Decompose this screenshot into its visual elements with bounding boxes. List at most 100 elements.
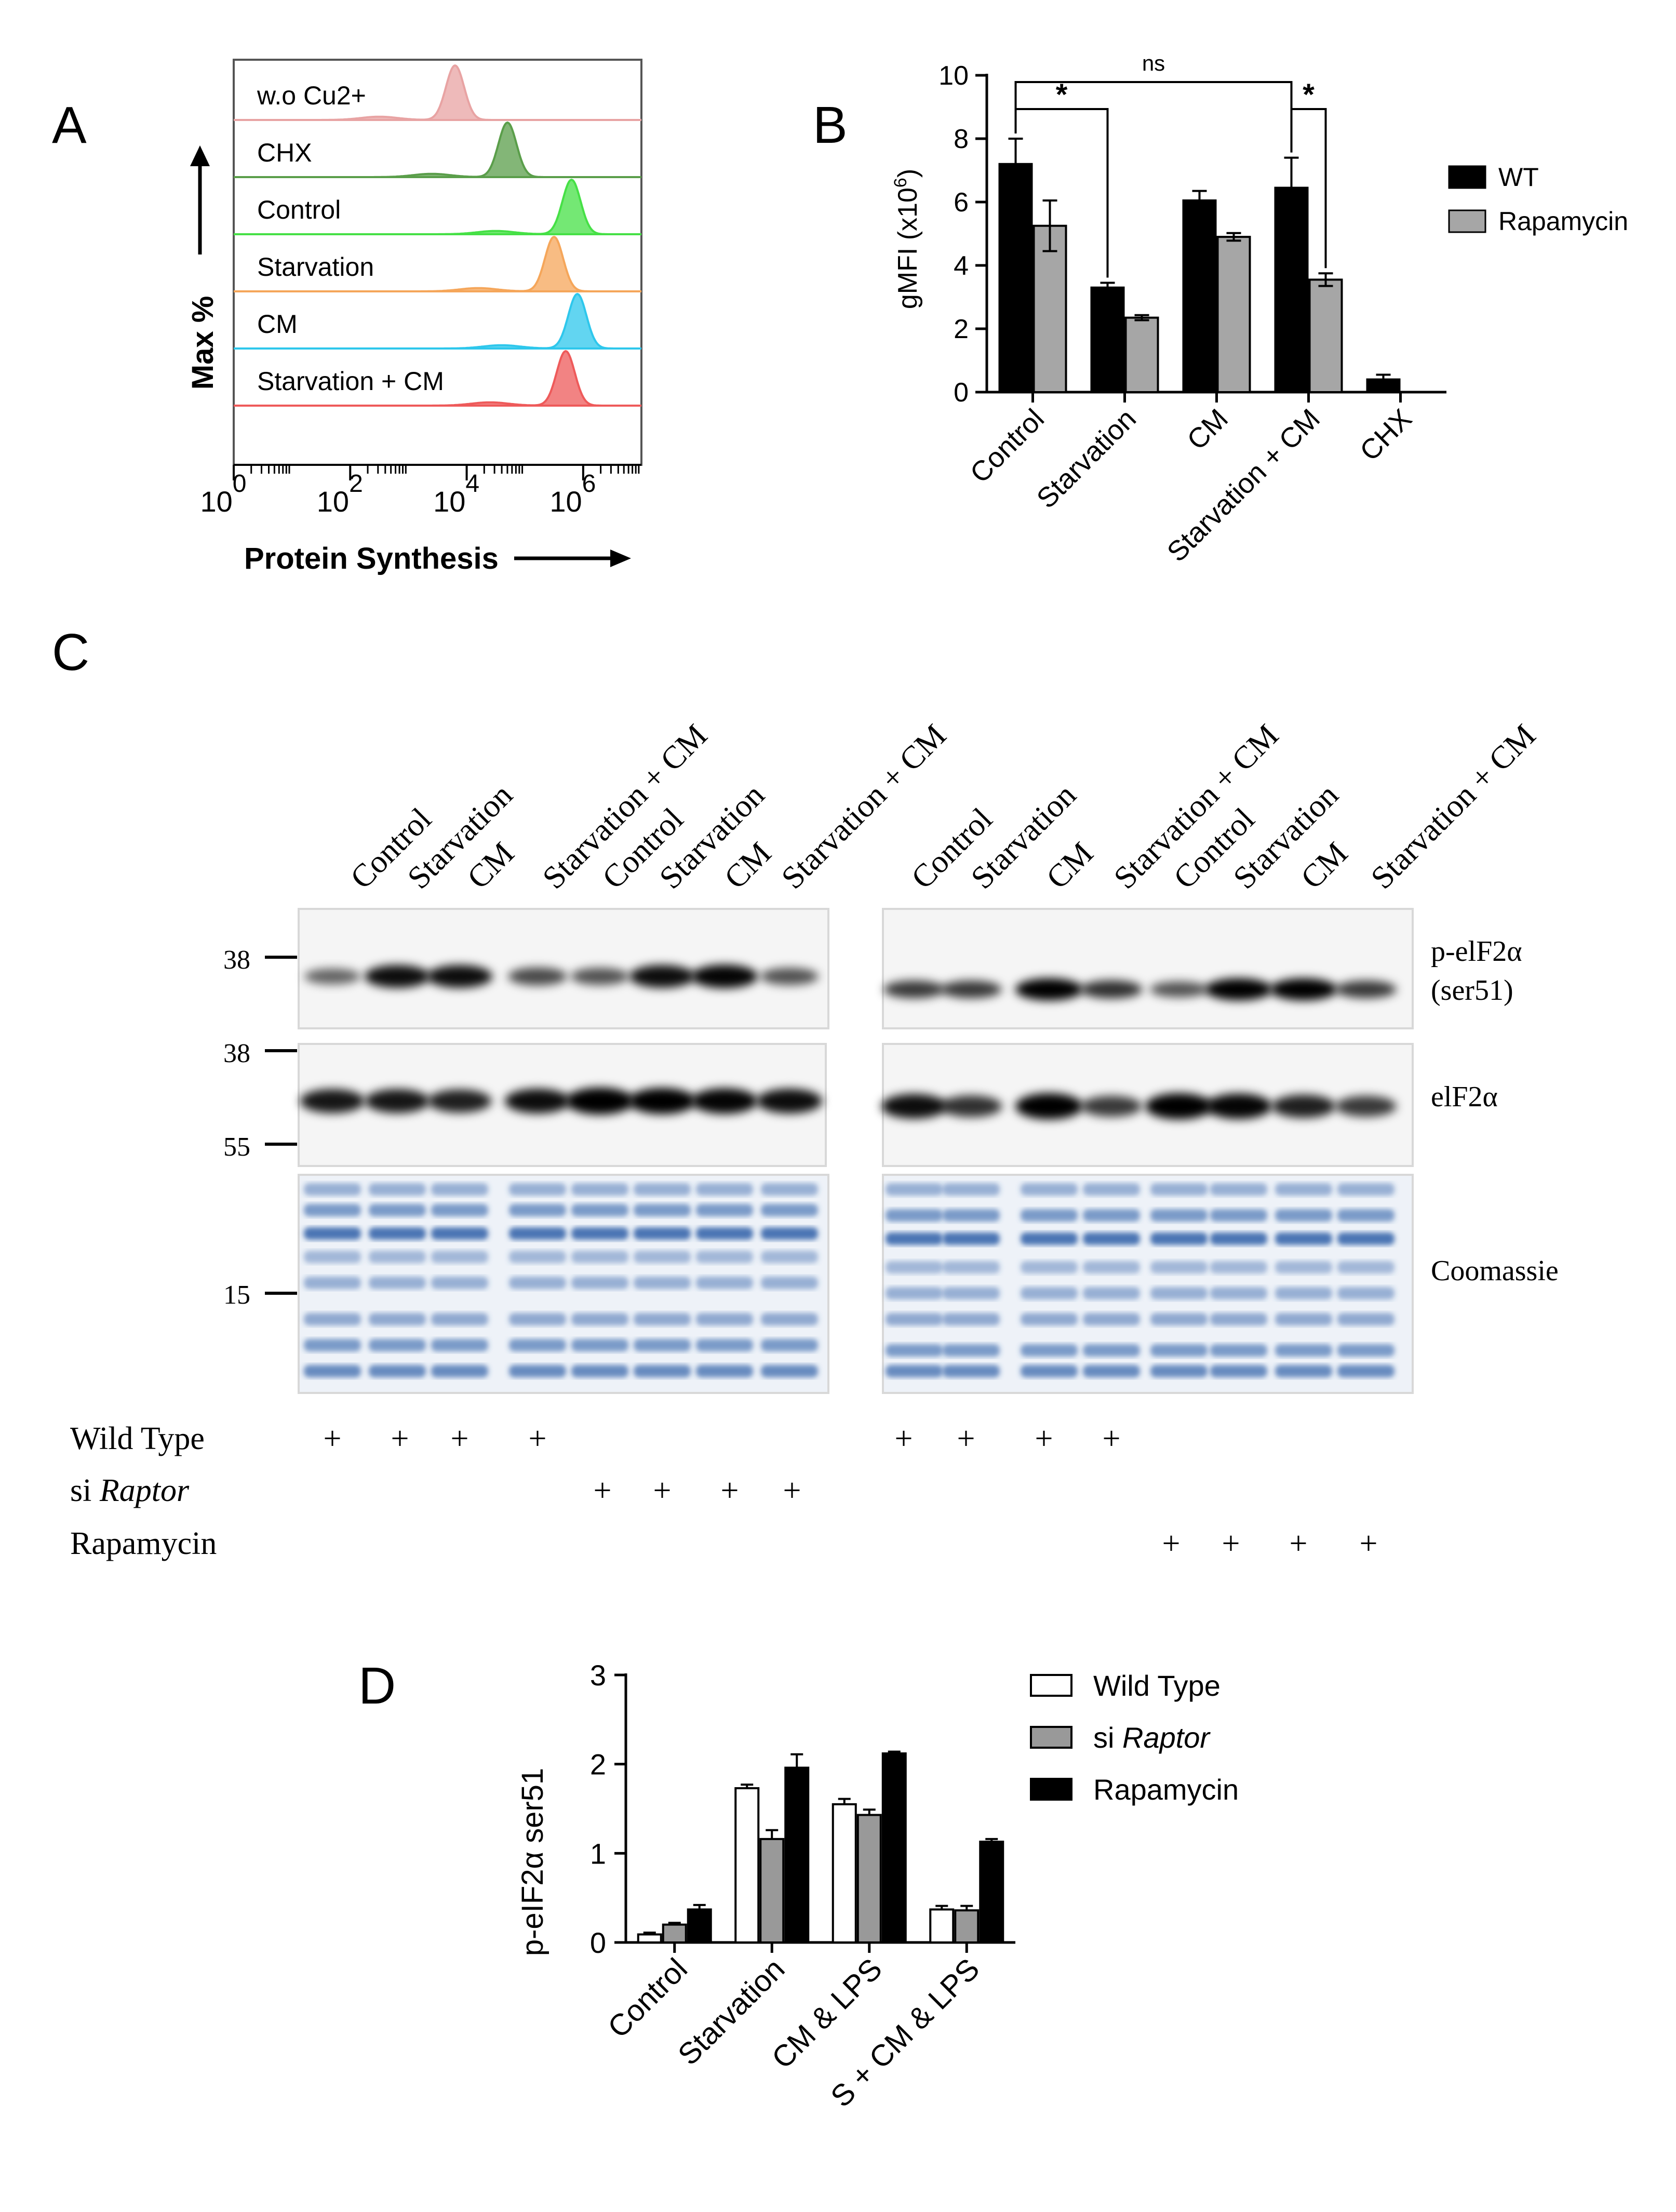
coomassie-band bbox=[571, 1251, 628, 1263]
coomassie-band bbox=[571, 1313, 628, 1325]
legend-swatch bbox=[1030, 1778, 1072, 1801]
coomassie-band bbox=[1021, 1261, 1078, 1273]
plus-mark: + bbox=[783, 1473, 801, 1508]
sig-label: * bbox=[1303, 78, 1315, 112]
coomassie-band bbox=[761, 1251, 818, 1263]
coomassie-band bbox=[696, 1251, 753, 1263]
coomassie-band bbox=[1210, 1287, 1267, 1299]
plus-mark: + bbox=[1162, 1526, 1181, 1561]
coomassie-band bbox=[1083, 1287, 1140, 1299]
y-tick-label: 0 bbox=[590, 1926, 606, 1959]
plus-mark: + bbox=[594, 1473, 612, 1508]
coomassie-band bbox=[886, 1344, 943, 1357]
coomassie-band bbox=[696, 1183, 753, 1196]
coomassie-band bbox=[1021, 1183, 1078, 1196]
blot-frame bbox=[882, 908, 1414, 1029]
coomassie-band bbox=[304, 1339, 361, 1351]
coomassie-band bbox=[369, 1251, 426, 1263]
plus-mark: + bbox=[721, 1473, 739, 1508]
coomassie-band bbox=[1337, 1365, 1395, 1377]
coomassie-band bbox=[1337, 1183, 1395, 1196]
panel-c-blots bbox=[298, 908, 1414, 1394]
marker-55: 55 bbox=[223, 1132, 250, 1162]
panel-d-legend: Wild Type si Raptor Rapamycin bbox=[1030, 1669, 1239, 1806]
coomassie-band bbox=[1337, 1209, 1395, 1222]
blot-band bbox=[756, 1089, 823, 1114]
coomassie-band bbox=[634, 1313, 691, 1325]
coomassie-band bbox=[509, 1204, 566, 1216]
blot-band bbox=[691, 964, 758, 988]
blot-band bbox=[1205, 1093, 1272, 1119]
plus-mark: + bbox=[653, 1473, 672, 1508]
panel-b-significance: ns * * bbox=[1014, 51, 1327, 278]
panel-a-letter: A bbox=[52, 96, 87, 154]
blot-band bbox=[940, 1095, 1002, 1117]
coomassie-band bbox=[509, 1183, 566, 1196]
blot-band bbox=[1015, 978, 1083, 1001]
coomassie-band bbox=[1275, 1232, 1332, 1245]
bar bbox=[832, 1803, 857, 1944]
coomassie-band bbox=[1021, 1209, 1078, 1222]
panel-b-y-label: gMFI (x106) bbox=[891, 169, 923, 309]
blot-band bbox=[1145, 1093, 1213, 1120]
coomassie-band bbox=[1275, 1183, 1332, 1196]
panel-d-letter: D bbox=[358, 1657, 396, 1715]
panel-b-bars bbox=[998, 138, 1401, 394]
bar bbox=[998, 163, 1033, 393]
coomassie-band bbox=[431, 1365, 488, 1377]
blot-band bbox=[881, 1094, 947, 1119]
coomassie-band bbox=[1275, 1344, 1332, 1357]
category-label: Control bbox=[601, 1952, 694, 2044]
bar bbox=[929, 1908, 955, 1944]
blot-band bbox=[365, 1089, 430, 1114]
x-tick-label: 106 bbox=[549, 470, 596, 518]
coomassie-band bbox=[509, 1365, 566, 1377]
coomassie-band bbox=[761, 1277, 818, 1289]
blot-band bbox=[883, 980, 945, 999]
coomassie-band bbox=[1083, 1209, 1140, 1222]
coomassie-band bbox=[1083, 1183, 1140, 1196]
coomassie-band bbox=[1337, 1232, 1395, 1245]
bar bbox=[1274, 186, 1309, 393]
blot-band bbox=[364, 964, 431, 988]
blot-band bbox=[1015, 1093, 1083, 1120]
coomassie-band bbox=[696, 1277, 753, 1289]
histogram-row-label: CHX bbox=[257, 138, 312, 167]
coomassie-band bbox=[761, 1365, 818, 1377]
panel-a-histogram: w.o Cu2+ CHX Control Starvation CM Starvation… bbox=[186, 59, 642, 575]
blot-band bbox=[1080, 980, 1143, 999]
label-p-eif2a: p-elF2α bbox=[1431, 935, 1522, 968]
coomassie-band bbox=[943, 1365, 1000, 1377]
coomassie-band bbox=[1275, 1313, 1332, 1325]
blot-band bbox=[1081, 1095, 1142, 1117]
lane-header: Starvation + CM bbox=[1364, 718, 1543, 896]
coomassie-band bbox=[509, 1339, 566, 1351]
coomassie-band bbox=[1150, 1232, 1208, 1245]
plus-mark: + bbox=[529, 1421, 547, 1456]
panel-a-x-label: Protein Synthesis bbox=[244, 542, 499, 575]
histogram-row-label: CM bbox=[257, 310, 298, 339]
panel-d-bars bbox=[637, 1750, 1004, 1944]
legend-label: WT bbox=[1498, 163, 1539, 192]
y-tick-label: 10 bbox=[938, 61, 969, 91]
coomassie-band bbox=[1337, 1261, 1395, 1273]
bar bbox=[687, 1908, 712, 1944]
blot-band bbox=[1271, 1094, 1336, 1118]
panel-b-y-label-end: ) bbox=[893, 169, 923, 178]
coomassie-band bbox=[1210, 1313, 1267, 1325]
coomassie-band bbox=[634, 1365, 691, 1377]
blot-band bbox=[427, 1089, 492, 1113]
plus-mark: + bbox=[451, 1421, 469, 1456]
bar bbox=[734, 1787, 760, 1943]
coomassie-band bbox=[1210, 1261, 1267, 1273]
histogram-row-label: Control bbox=[257, 195, 341, 224]
bar bbox=[759, 1838, 785, 1944]
blot-band bbox=[570, 968, 629, 985]
bar bbox=[662, 1923, 687, 1944]
coomassie-band bbox=[886, 1261, 943, 1273]
sig-label: * bbox=[1056, 78, 1068, 112]
coomassie-band bbox=[509, 1313, 566, 1325]
